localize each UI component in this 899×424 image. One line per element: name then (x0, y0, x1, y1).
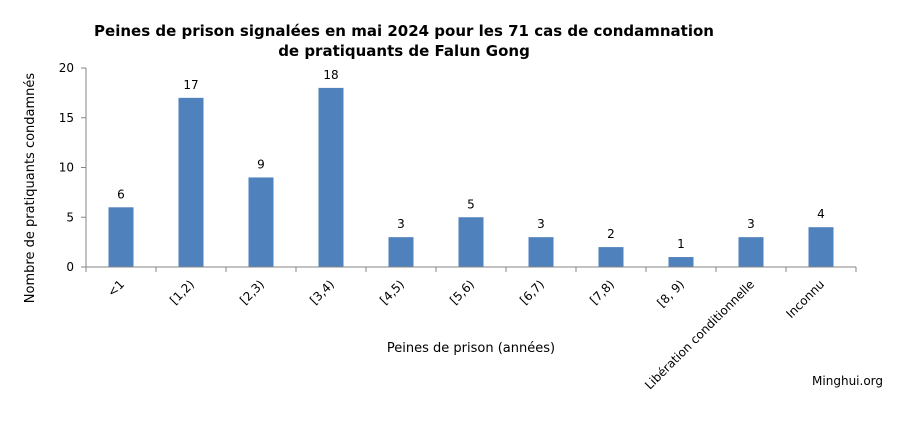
bar (388, 237, 414, 267)
bar-value-label: 18 (323, 68, 338, 82)
x-axis: <1 [1,2) [2,3) [3,4) [4,5) [5,6) [6,7) [7,8) [8,… (85, 266, 857, 392)
bar (808, 227, 834, 267)
bar (318, 87, 344, 268)
y-tick-label: 15 (59, 111, 74, 125)
x-tick-label: [7,8) (587, 277, 617, 307)
y-tick-label: 0 (66, 260, 74, 274)
y-tick-label: 20 (59, 61, 74, 75)
x-tick-label: [8, 9) (654, 277, 687, 310)
bar (178, 97, 204, 267)
x-tick-label: <1 (105, 277, 127, 299)
bar-value-label: 3 (747, 217, 755, 231)
bar (458, 217, 484, 267)
bar-value-label: 3 (397, 217, 405, 231)
bar (108, 207, 134, 267)
x-axis-title: Peines de prison (années) (387, 341, 555, 356)
y-tick-label: 10 (59, 161, 74, 175)
x-tick-label: [3,4) (307, 277, 337, 307)
bar (738, 237, 764, 267)
x-tick-label: [1,2) (167, 277, 197, 307)
bar (598, 247, 624, 267)
bar-value-label: 9 (257, 157, 265, 171)
y-axis-title: Nombre de pratiquants condamnés (23, 73, 38, 304)
bar-value-label: 2 (607, 227, 615, 241)
bars: 6 17 9 18 3 5 3 2 1 3 4 (108, 68, 834, 268)
bar (668, 257, 694, 267)
bar-value-label: 17 (183, 78, 198, 92)
bar-value-label: 5 (467, 197, 475, 211)
bar-value-label: 1 (677, 237, 685, 251)
x-tick-label: [2,3) (237, 277, 267, 307)
chart-title-line-1: Peines de prison signalées en mai 2024 p… (94, 22, 714, 40)
bar-value-label: 4 (817, 207, 825, 221)
x-tick-label: [6,7) (517, 277, 547, 307)
x-tick-label: Inconnu (783, 277, 827, 321)
bar (528, 237, 554, 267)
x-tick-label: [4,5) (377, 277, 407, 307)
bar-value-label: 3 (537, 217, 545, 231)
bar (248, 177, 274, 267)
bar-value-label: 6 (117, 187, 125, 201)
credit-text: Minghui.org (812, 374, 883, 388)
x-tick-label: [5,6) (447, 277, 477, 307)
y-tick-label: 5 (66, 210, 74, 224)
chart-title-line-2: de pratiquants de Falun Gong (278, 42, 530, 60)
y-axis: 0 5 10 15 20 (59, 61, 87, 274)
